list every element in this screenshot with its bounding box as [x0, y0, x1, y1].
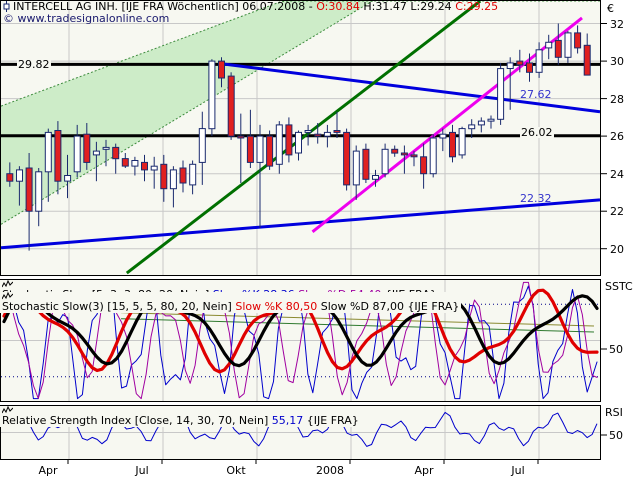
x-axis-ticks — [67, 460, 539, 464]
green-channel — [1, 1, 600, 225]
price-tick-20: 20 — [610, 242, 624, 256]
x-tick-jul: Jul — [511, 464, 525, 477]
stochastic-2-name: Stochastic Slow(3) [15, 5, 5, 80, 20, Ne… — [2, 300, 232, 313]
candlestick-icon — [3, 1, 10, 12]
rsi-axis-ticks — [601, 434, 607, 436]
rsi-axis-label: RSI — [605, 406, 623, 419]
currency-symbol: € — [607, 2, 614, 15]
price-tick-28: 28 — [610, 92, 624, 106]
candlesticks — [6, 23, 591, 251]
stochastic-axis[interactable]: SSTC 50 — [601, 279, 640, 402]
stochastic-legend-2[interactable]: Stochastic Slow(3) [15, 5, 5, 80, 20, Ne… — [0, 292, 462, 313]
indicator-icon — [2, 292, 459, 301]
x-tick-okt: Okt — [226, 464, 246, 477]
rsi-axis[interactable]: RSI 50 — [601, 405, 640, 460]
x-tick-2008: 2008 — [316, 464, 344, 477]
interval-label: Wöchentlich] — [167, 0, 239, 13]
stochastic-2-d: Slow %D 87,00 — [320, 300, 404, 313]
stochastic-axis-ticks — [601, 348, 607, 350]
trendline-label-22-32: 22.32 — [520, 192, 552, 205]
level-label-26-02: 26.02 — [520, 126, 554, 139]
level-label-29-82: 29.82 — [17, 58, 51, 71]
rsi-value: 55,17 — [271, 414, 304, 427]
quote-date: 06.07.2008 - — [242, 0, 313, 13]
price-tick-30: 30 — [610, 55, 624, 69]
low-value: L:29.24 — [410, 0, 452, 13]
rsi-series — [3, 411, 598, 447]
indicator-icon — [2, 280, 437, 289]
instrument-title: INTERCELL AG INH. [IJE FRA — [13, 0, 164, 13]
rsi-tick-50: 50 — [609, 429, 623, 442]
indicator-icon — [2, 406, 359, 415]
stochastic-panel[interactable] — [0, 279, 601, 402]
price-tick-26: 26 — [610, 130, 624, 144]
stochastic-2-k: Slow %K 80,50 — [235, 300, 318, 313]
open-value: O:30.84 — [316, 0, 360, 13]
x-tick-apr: Apr — [38, 464, 58, 477]
high-value: H:31.47 — [363, 0, 407, 13]
watermark: © www.tradesignalonline.com — [3, 12, 170, 25]
price-tick-24: 24 — [610, 167, 624, 181]
rsi-legend[interactable]: Relative Strength Index [Close, 14, 30, … — [0, 406, 361, 427]
trendline-label-27-62: 27.62 — [520, 88, 552, 101]
stochastic-axis-label: SSTC — [605, 280, 633, 293]
price-axis[interactable]: € 32 30 28 26 24 22 20 — [601, 0, 640, 276]
price-tick-22: 22 — [610, 205, 624, 219]
price-chart-canvas — [1, 1, 600, 275]
rsi-symbol: {IJE FRA} — [306, 414, 359, 427]
price-tick-32: 32 — [610, 17, 624, 31]
x-tick-apr: Apr — [414, 464, 434, 477]
close-value: C:29.25 — [455, 0, 499, 13]
instrument-header-line: INTERCELL AG INH. [IJE FRA Wöchentlich] … — [3, 1, 498, 13]
stochastic-2-symbol: {IJE FRA} — [407, 300, 460, 313]
chart-header: INTERCELL AG INH. [IJE FRA Wöchentlich] … — [0, 0, 600, 25]
x-axis[interactable]: Apr Jul Okt 2008 Apr Jul — [0, 460, 640, 480]
x-tick-jul: Jul — [135, 464, 149, 477]
price-chart-panel[interactable]: 29.82 27.62 26.02 22.32 — [0, 0, 601, 276]
rsi-name: Relative Strength Index [Close, 14, 30, … — [2, 414, 269, 427]
stochastic-tick-50: 50 — [609, 343, 623, 356]
